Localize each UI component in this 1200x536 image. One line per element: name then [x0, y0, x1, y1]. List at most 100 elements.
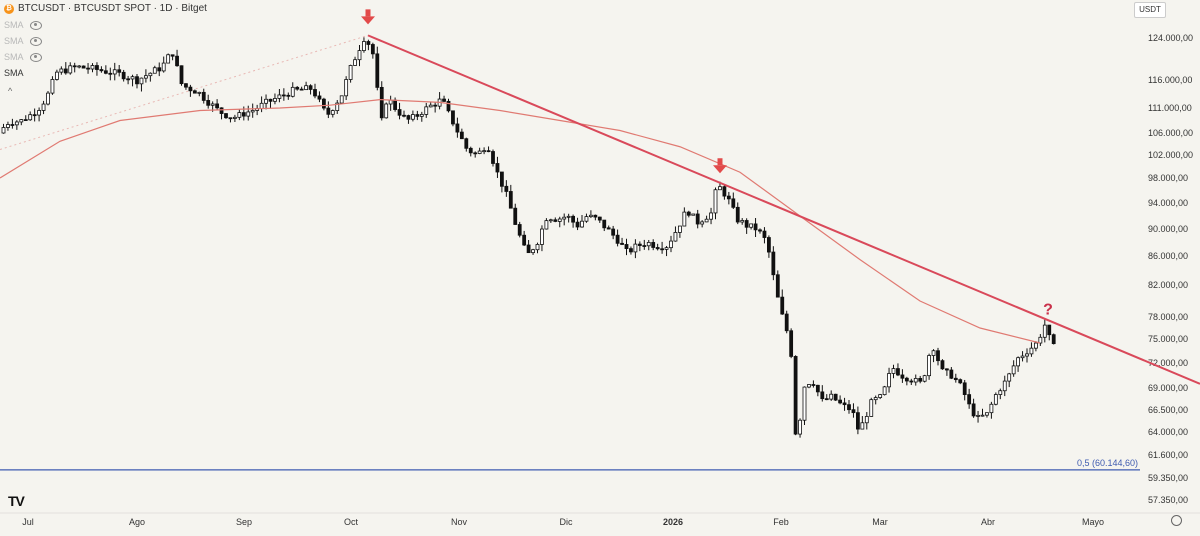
candle-body	[375, 53, 380, 88]
candle-body	[602, 219, 607, 229]
candle-body	[936, 350, 940, 362]
candle-body	[344, 79, 349, 97]
candle-body	[758, 229, 762, 232]
candle-body	[749, 223, 753, 228]
candle-body	[909, 380, 914, 383]
x-tick-label: Ago	[129, 517, 145, 527]
indicator-row-sma-2[interactable]: SMA	[4, 36, 42, 46]
candle-body	[829, 393, 834, 400]
candle-body	[896, 368, 900, 376]
y-tick-label: 61.600,00	[1148, 450, 1188, 460]
candle-body	[651, 242, 656, 248]
candle-body	[117, 69, 122, 73]
eye-hidden-icon[interactable]	[29, 20, 42, 30]
candle-body	[540, 228, 544, 245]
candle-body	[28, 114, 33, 121]
candle-body	[918, 378, 923, 382]
candle-body	[1020, 355, 1025, 359]
candle-body	[1, 127, 6, 134]
candle-body	[1025, 353, 1029, 357]
candle-body	[130, 76, 135, 80]
indicator-label: SMA	[4, 20, 24, 30]
candle-body	[348, 65, 353, 80]
x-tick-label: 2026	[663, 517, 683, 527]
candle-body	[126, 78, 130, 81]
candle-body	[700, 221, 705, 225]
candle-body	[139, 77, 144, 85]
candle-body	[744, 220, 749, 228]
chart-title: BTCUSDT · BTCUSDT SPOT · 1D · Bitget	[18, 3, 207, 14]
candle-body	[553, 219, 558, 222]
candle-body	[927, 355, 931, 377]
x-tick-label: Dic	[560, 517, 573, 527]
collapse-legend-button[interactable]: ^	[8, 86, 13, 96]
candle-body	[726, 195, 731, 200]
candle-body	[482, 150, 487, 153]
candle-body	[166, 54, 171, 64]
candle-body	[945, 368, 949, 371]
candle-body	[620, 242, 624, 245]
indicator-label: SMA	[4, 52, 24, 62]
indicator-row-sma-3[interactable]: SMA	[4, 52, 42, 62]
candle-body	[273, 98, 277, 102]
candle-body	[428, 104, 433, 108]
gear-icon[interactable]	[1171, 515, 1182, 526]
candle-body	[219, 107, 224, 114]
eye-hidden-icon[interactable]	[29, 36, 42, 46]
candle-body	[900, 374, 905, 379]
candle-body	[1042, 324, 1047, 338]
x-tick-label: Mayo	[1082, 517, 1104, 527]
candle-body	[135, 76, 139, 85]
candle-body	[878, 394, 883, 398]
candle-body	[531, 249, 535, 254]
candle-body	[228, 117, 233, 120]
candle-body	[406, 115, 411, 120]
x-tick-label: Nov	[451, 517, 468, 527]
candle-body	[887, 373, 891, 388]
candle-body	[722, 186, 727, 197]
candle-body	[1016, 357, 1020, 367]
candle-body	[597, 216, 602, 221]
candle-body	[491, 151, 495, 164]
candle-body	[357, 50, 362, 61]
candle-body	[197, 91, 202, 94]
candle-body	[259, 102, 264, 109]
y-tick-label: 124.000,00	[1148, 33, 1193, 43]
candle-body	[864, 416, 869, 424]
candle-body	[584, 216, 589, 222]
candle-body	[495, 163, 500, 173]
candle-body	[50, 79, 55, 94]
candle-body	[731, 198, 736, 208]
eye-hidden-icon[interactable]	[29, 52, 42, 62]
candle-body	[179, 65, 184, 85]
candle-body	[410, 114, 415, 120]
candle-body	[464, 138, 469, 149]
candle-body	[295, 86, 300, 90]
y-tick-label: 106.000,00	[1148, 128, 1193, 138]
price-axis-panel	[1140, 0, 1200, 531]
candle-body	[370, 44, 375, 55]
currency-selector[interactable]: USDT	[1134, 2, 1166, 18]
candle-body	[175, 55, 179, 67]
candle-body	[842, 402, 847, 406]
candle-body	[277, 94, 282, 99]
candle-body	[624, 244, 629, 250]
candle-body	[415, 114, 420, 117]
candle-body	[838, 399, 842, 404]
candle-body	[103, 70, 108, 74]
candle-body	[847, 404, 851, 411]
candle-body	[575, 221, 580, 228]
candle-body	[820, 391, 825, 400]
candle-body	[241, 112, 246, 117]
candle-body	[873, 397, 878, 401]
tradingview-logo[interactable]: TV	[8, 493, 25, 509]
indicator-row-sma-4[interactable]: SMA	[4, 68, 24, 78]
candle-body	[815, 384, 820, 393]
candle-body	[90, 65, 95, 70]
candle-body	[152, 67, 157, 74]
candle-body	[23, 119, 28, 122]
candle-body	[59, 68, 64, 73]
indicator-row-sma-1[interactable]: SMA	[4, 20, 42, 30]
